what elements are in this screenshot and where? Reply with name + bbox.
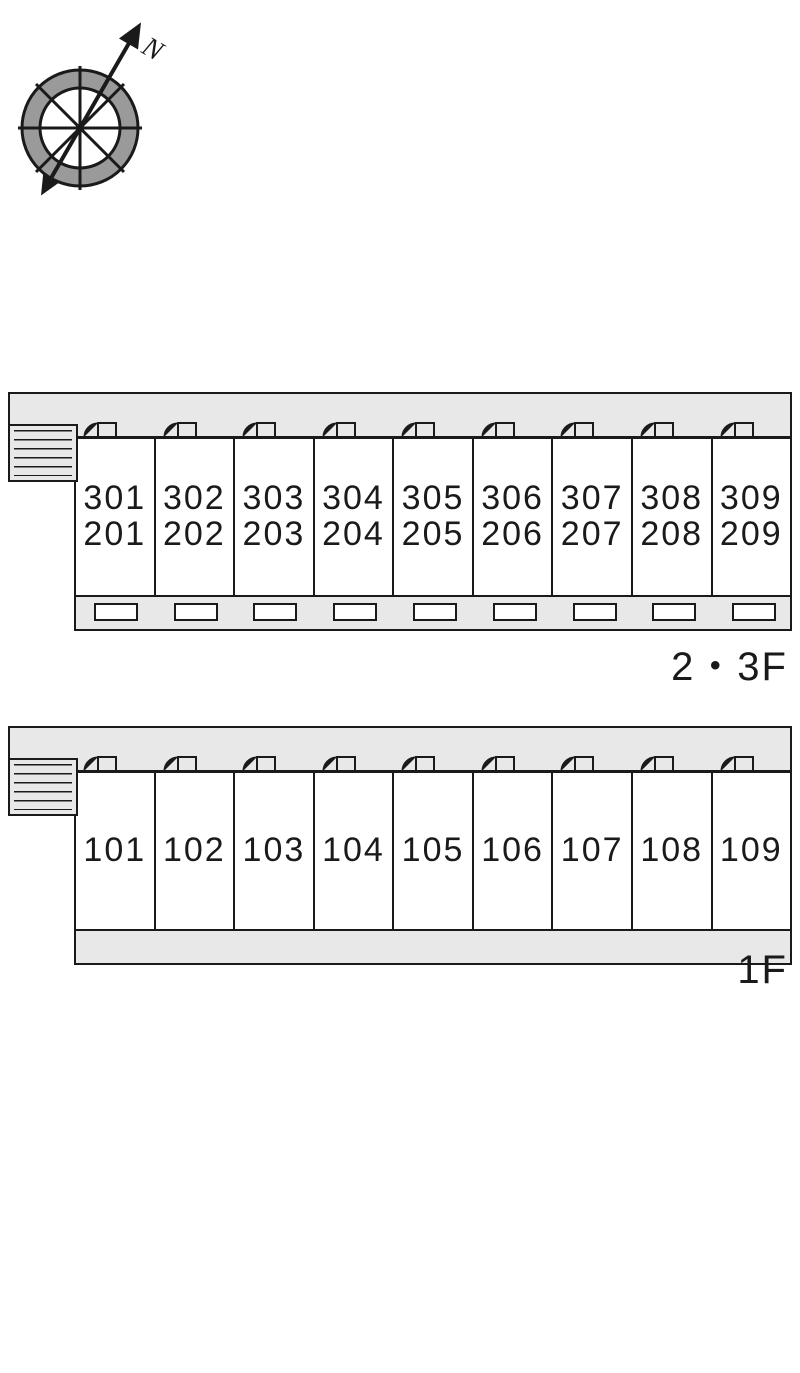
door-icon — [559, 755, 597, 773]
balcony-window — [174, 603, 218, 621]
balcony-window — [573, 603, 617, 621]
unit-number: 107 — [561, 833, 624, 869]
unit-cell: 104 — [315, 773, 395, 929]
balcony-strip — [74, 931, 792, 965]
door-icon — [241, 755, 279, 773]
compass-rose: N — [10, 10, 180, 205]
unit-cell: 101 — [76, 773, 156, 929]
unit-cell: 109 — [713, 773, 791, 929]
unit-number: 309 — [720, 481, 783, 517]
unit-cell: 309209 — [713, 439, 791, 595]
unit-cell: 302202 — [156, 439, 236, 595]
unit-number: 302 — [163, 481, 226, 517]
unit-number: 308 — [640, 481, 703, 517]
unit-number: 304 — [322, 481, 385, 517]
unit-number: 103 — [243, 833, 306, 869]
floor-plan-lower: 101 102 103 104 105 106 107 108 1091F — [8, 726, 792, 965]
door-icon — [400, 421, 438, 439]
door-icon — [719, 421, 757, 439]
floor-label: 2・3F — [671, 634, 788, 692]
unit-number: 105 — [402, 833, 465, 869]
unit-number: 106 — [481, 833, 544, 869]
unit-cell: 103 — [235, 773, 315, 929]
unit-number: 306 — [481, 481, 544, 517]
door-icon — [639, 755, 677, 773]
unit-number: 109 — [720, 833, 783, 869]
door-icon — [241, 421, 279, 439]
unit-number: 204 — [322, 517, 385, 553]
unit-number: 201 — [83, 517, 146, 553]
unit-number: 207 — [561, 517, 624, 553]
stairs-icon — [8, 424, 78, 482]
unit-number: 205 — [402, 517, 465, 553]
unit-number: 206 — [481, 517, 544, 553]
balcony-window — [652, 603, 696, 621]
unit-number: 101 — [83, 833, 146, 869]
unit-number: 108 — [640, 833, 703, 869]
floor-plan-upper: 301201 302202 303203 304204 305205 30620… — [8, 392, 792, 631]
door-icon — [480, 421, 518, 439]
unit-number: 307 — [561, 481, 624, 517]
balcony-strip — [74, 597, 792, 631]
unit-cell: 102 — [156, 773, 236, 929]
unit-number: 303 — [243, 481, 306, 517]
door-icon — [559, 421, 597, 439]
door-icon — [82, 421, 120, 439]
door-icon — [321, 755, 359, 773]
units-row: 301201 302202 303203 304204 305205 30620… — [74, 436, 792, 597]
unit-cell: 308208 — [633, 439, 713, 595]
door-icon — [162, 755, 200, 773]
door-icon — [321, 421, 359, 439]
unit-number: 203 — [243, 517, 306, 553]
balcony-window — [413, 603, 457, 621]
door-icon — [719, 755, 757, 773]
unit-cell: 106 — [474, 773, 554, 929]
unit-cell: 303203 — [235, 439, 315, 595]
floor-label: 1F — [737, 948, 788, 993]
door-icon — [400, 755, 438, 773]
unit-number: 202 — [163, 517, 226, 553]
stairs-icon — [8, 758, 78, 816]
unit-number: 102 — [163, 833, 226, 869]
unit-number: 209 — [720, 517, 783, 553]
door-icon — [162, 421, 200, 439]
unit-cell: 306206 — [474, 439, 554, 595]
unit-cell: 304204 — [315, 439, 395, 595]
door-icon — [480, 755, 518, 773]
balcony-window — [94, 603, 138, 621]
balcony-window — [732, 603, 776, 621]
unit-cell: 107 — [553, 773, 633, 929]
door-icon — [82, 755, 120, 773]
balcony-window — [253, 603, 297, 621]
unit-cell: 305205 — [394, 439, 474, 595]
unit-number: 305 — [402, 481, 465, 517]
balcony-window — [333, 603, 377, 621]
compass-n-label: N — [136, 31, 170, 68]
balcony-window — [493, 603, 537, 621]
unit-number: 208 — [640, 517, 703, 553]
unit-cell: 301201 — [76, 439, 156, 595]
unit-number: 104 — [322, 833, 385, 869]
unit-number: 301 — [83, 481, 146, 517]
door-icon — [639, 421, 677, 439]
unit-cell: 108 — [633, 773, 713, 929]
units-row: 101 102 103 104 105 106 107 108 109 — [74, 770, 792, 931]
unit-cell: 105 — [394, 773, 474, 929]
unit-cell: 307207 — [553, 439, 633, 595]
